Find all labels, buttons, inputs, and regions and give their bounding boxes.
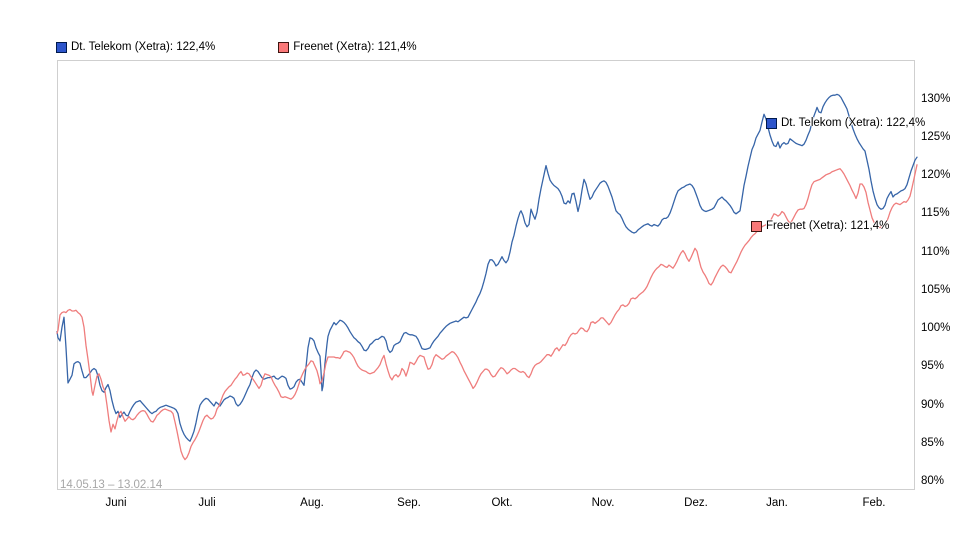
legend-item-dt-telekom: Dt. Telekom (Xetra): 122,4% xyxy=(56,41,215,53)
y-axis-label-100: 100% xyxy=(921,322,951,335)
series-value-label: Dt. Telekom (Xetra): 122,4% xyxy=(781,117,926,129)
x-axis-label-sep: Sep. xyxy=(397,497,421,509)
legend-label-dt-telekom: Dt. Telekom (Xetra): 122,4% xyxy=(71,41,216,53)
series-marker-freenet xyxy=(751,220,762,232)
series-chart-label-dt-telekom: Dt. Telekom (Xetra): 122,4% xyxy=(766,117,925,129)
x-axis-label-juni: Juni xyxy=(105,497,127,509)
x-axis-label-nov: Nov. xyxy=(591,497,615,509)
series-chart-label-freenet: Freenet (Xetra): 121,4% xyxy=(751,220,889,232)
x-axis-label-juli: Juli xyxy=(198,497,216,509)
y-axis-label-110: 110% xyxy=(921,245,950,258)
legend-item-freenet: Freenet (Xetra): 121,4% xyxy=(278,41,417,53)
x-axis-label-dez: Dez. xyxy=(684,497,708,509)
legend-label-freenet: Freenet (Xetra): 121,4% xyxy=(293,41,417,53)
legend-swatch-freenet xyxy=(278,41,290,53)
y-axis-label-115: 115% xyxy=(921,207,950,220)
date-range-label: 14.05.13 – 13.02.14 xyxy=(60,479,163,491)
y-axis-label-130: 130% xyxy=(921,92,951,105)
y-axis-label-120: 120% xyxy=(921,169,951,182)
x-axis-label-jan: Jan. xyxy=(766,497,788,509)
y-axis-label-125: 125% xyxy=(921,130,951,143)
chart-legend: Dt. Telekom (Xetra): 122,4% Freenet (Xetr… xyxy=(56,41,417,53)
legend-swatch-dt-telekom xyxy=(56,41,67,53)
x-axis-label-feb: Feb. xyxy=(862,497,886,509)
y-axis-label-105: 105% xyxy=(921,283,951,296)
x-axis-label-aug: Aug. xyxy=(300,497,324,509)
y-axis-label-90: 90% xyxy=(921,398,945,411)
y-axis-label-95: 95% xyxy=(921,360,945,373)
y-axis-label-85: 85% xyxy=(921,436,945,449)
series-value-label: Freenet (Xetra): 121,4% xyxy=(766,220,890,232)
y-axis-label-80: 80% xyxy=(921,475,945,488)
x-axis-label-okt: Okt. xyxy=(491,497,513,509)
series-marker-dt-telekom xyxy=(766,117,777,129)
